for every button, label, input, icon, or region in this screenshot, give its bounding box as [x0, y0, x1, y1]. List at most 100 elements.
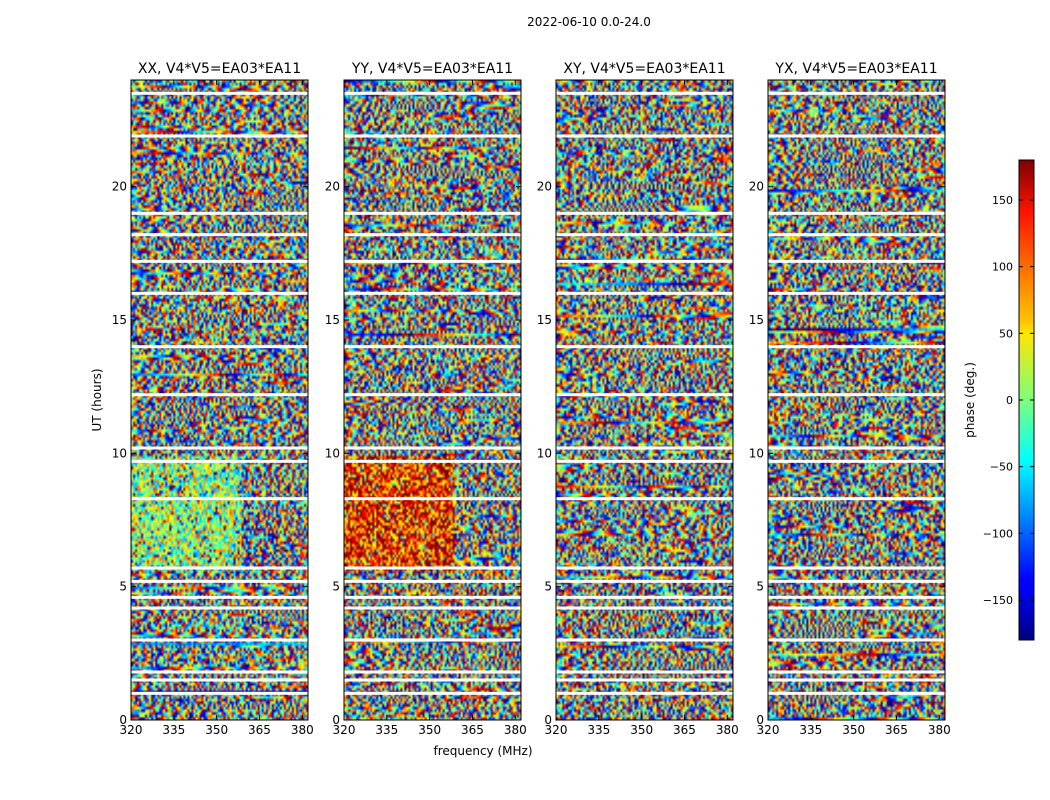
x-tick-label: 365 — [248, 723, 271, 737]
flagged-row — [344, 259, 521, 263]
flagged-row — [131, 678, 308, 682]
flagged-row — [768, 393, 945, 397]
flagged-row — [131, 291, 308, 295]
phase-heatmap-xy — [556, 80, 733, 720]
colorbar-tick-label: 150 — [992, 194, 1013, 207]
flagged-row — [344, 678, 521, 682]
x-tick-label: 335 — [375, 723, 398, 737]
panel-frame — [767, 79, 946, 721]
flagged-row — [768, 678, 945, 682]
flagged-row — [131, 345, 308, 349]
y-axis-label: UT (hours) — [90, 368, 104, 431]
flagged-row — [556, 497, 733, 501]
colorbar-tick-label: −50 — [990, 461, 1013, 474]
x-tick-label: 365 — [673, 723, 696, 737]
panel-title: XX, V4*V5=EA03*EA11 — [138, 61, 301, 77]
x-tick-label: 320 — [757, 723, 780, 737]
x-tick-label: 335 — [587, 723, 610, 737]
y-tick-label: 5 — [332, 580, 340, 594]
x-tick-label: 320 — [333, 723, 356, 737]
x-tick-label: 350 — [205, 723, 228, 737]
figure-suptitle: 2022-06-10 0.0-24.0 — [527, 15, 651, 29]
flagged-row — [556, 345, 733, 349]
flagged-row — [344, 134, 521, 138]
panel-xy: XY, V4*V5=EA03*EA11 320 335 350 365 380 0 5 10 15… — [537, 61, 739, 737]
flagged-row — [344, 606, 521, 610]
y-tick-label: 5 — [756, 580, 764, 594]
y-tick-label: 10 — [749, 446, 764, 460]
x-tick-label: 365 — [885, 723, 908, 737]
flagged-row — [556, 393, 733, 397]
x-tick-label: 350 — [842, 723, 865, 737]
panel-frame — [555, 79, 734, 721]
x-tick-label: 335 — [162, 723, 185, 737]
flagged-row — [344, 638, 521, 642]
y-tick-label: 20 — [749, 180, 764, 194]
x-tick-label: 350 — [630, 723, 653, 737]
flagged-row — [768, 446, 945, 450]
y-tick-label: 5 — [119, 580, 127, 594]
flagged-row — [344, 211, 521, 215]
y-tick-label: 15 — [537, 313, 552, 327]
flagged-row — [556, 595, 733, 599]
flagged-row — [556, 459, 733, 463]
flagged-row — [768, 638, 945, 642]
flagged-row — [556, 579, 733, 583]
flagged-row — [344, 233, 521, 237]
x-axis-label: frequency (MHz) — [433, 744, 532, 758]
y-tick-label: 20 — [325, 180, 340, 194]
panel-xx: XX, V4*V5=EA03*EA11 320 335 350 365 380 0 5 10 15… — [112, 61, 314, 737]
panels-group: XX, V4*V5=EA03*EA11 320 335 350 365 380 0 5 10 15… — [112, 61, 951, 737]
y-tick-label: 20 — [112, 180, 127, 194]
x-tick-label: 350 — [418, 723, 441, 737]
y-tick-label: 15 — [325, 313, 340, 327]
flagged-row — [344, 595, 521, 599]
panel-title: YX, V4*V5=EA03*EA11 — [774, 61, 937, 77]
flagged-row — [556, 566, 733, 570]
y-tick-label: 10 — [112, 446, 127, 460]
flagged-row — [768, 459, 945, 463]
flagged-row — [768, 259, 945, 263]
colorbar-tick-label: 100 — [992, 261, 1013, 274]
flagged-row — [768, 566, 945, 570]
flagged-row — [556, 211, 733, 215]
flagged-row — [556, 446, 733, 450]
flagged-row — [344, 579, 521, 583]
flagged-row — [344, 670, 521, 674]
flagged-row — [344, 393, 521, 397]
flagged-row — [131, 259, 308, 263]
flagged-row — [556, 233, 733, 237]
flagged-row — [344, 91, 521, 95]
x-tick-label: 365 — [461, 723, 484, 737]
flagged-row — [131, 393, 308, 397]
flagged-row — [556, 638, 733, 642]
x-tick-label: 320 — [545, 723, 568, 737]
flagged-row — [768, 233, 945, 237]
y-tick-label: 15 — [749, 313, 764, 327]
flagged-row — [131, 595, 308, 599]
flagged-row — [131, 91, 308, 95]
phase-heatmap-yx — [768, 80, 945, 720]
y-tick-label: 0 — [756, 713, 764, 727]
colorbar-ticks: −150 −100 −50 0 50 100 150 — [983, 194, 1034, 607]
flagged-row — [556, 259, 733, 263]
flagged-row — [131, 670, 308, 674]
panel-frame — [130, 79, 309, 721]
x-tick-label: 380 — [928, 723, 951, 737]
phase-heatmap-xx — [131, 80, 308, 720]
flagged-row — [768, 606, 945, 610]
flagged-row — [131, 459, 308, 463]
y-tick-label: 0 — [119, 713, 127, 727]
flagged-row — [131, 566, 308, 570]
flagged-row — [344, 566, 521, 570]
x-tick-label: 380 — [504, 723, 527, 737]
y-tick-label: 0 — [544, 713, 552, 727]
x-tick-label: 380 — [716, 723, 739, 737]
flagged-row — [768, 345, 945, 349]
flagged-row — [556, 606, 733, 610]
flagged-row — [768, 579, 945, 583]
flagged-row — [556, 91, 733, 95]
y-tick-label: 10 — [537, 446, 552, 460]
y-tick-label: 0 — [332, 713, 340, 727]
